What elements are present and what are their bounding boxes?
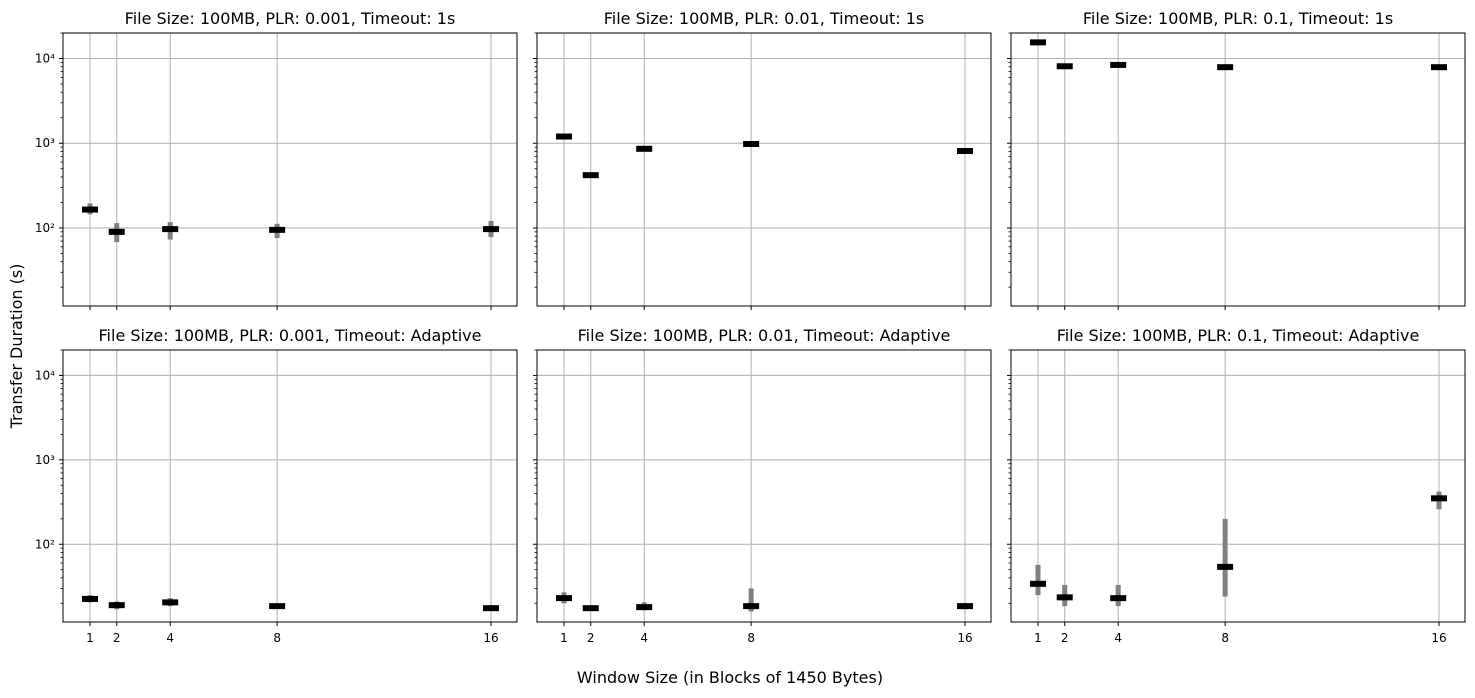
- median-marker: [582, 172, 599, 179]
- subplot-1: 10² 10³ 10⁴ File Size: 100MB, PLR: 0.001, T…: [35, 9, 518, 310]
- y-tick-label: 10³: [35, 453, 55, 467]
- median-marker: [1110, 595, 1127, 602]
- subplot-4: 10² 10³ 10⁴ 1 2 4 8 16 File Size: 100MB, PLR: 0.…: [35, 326, 518, 645]
- x-tick-label: 1: [1034, 631, 1042, 645]
- median-marker: [1030, 39, 1046, 46]
- median-marker: [82, 206, 98, 213]
- x-tick-label: 8: [1221, 631, 1229, 645]
- subplot-title: File Size: 100MB, PLR: 0.001, Timeout: 1…: [125, 9, 456, 28]
- range-bar: [1035, 564, 1041, 596]
- median-marker: [108, 228, 125, 235]
- y-tick-label: 10²: [35, 537, 55, 551]
- x-tick-label: 16: [957, 631, 972, 645]
- x-tick-label: 1: [560, 631, 568, 645]
- median-marker: [582, 605, 599, 612]
- subplot-frame: [1010, 349, 1466, 623]
- range-bar: [748, 588, 754, 612]
- subplot-title: File Size: 100MB, PLR: 0.01, Timeout: 1s: [604, 9, 924, 28]
- x-tick-label: 8: [273, 631, 281, 645]
- range-bar: [1222, 518, 1228, 597]
- y-tick-label: 10⁴: [35, 368, 55, 382]
- subplot-title: File Size: 100MB, PLR: 0.1, Timeout: 1s: [1083, 9, 1393, 28]
- x-tick-label: 4: [166, 631, 174, 645]
- median-marker: [1431, 495, 1447, 502]
- y-axis-label: Transfer Duration (s): [7, 264, 26, 430]
- median-marker: [108, 602, 125, 609]
- median-marker: [743, 140, 760, 147]
- x-axis-label: Window Size (in Blocks of 1450 Bytes): [577, 668, 883, 687]
- x-tick-label: 2: [113, 631, 121, 645]
- subplot-title: File Size: 100MB, PLR: 0.001, Timeout: A…: [99, 326, 482, 345]
- subplot-6: 1 2 4 8 16 File Size: 100MB, PLR: 0.1, Timeou…: [1007, 326, 1466, 645]
- x-tick-label: 1: [86, 631, 94, 645]
- median-marker: [1056, 594, 1073, 601]
- median-marker: [957, 603, 973, 610]
- x-tick-label: 8: [747, 631, 755, 645]
- median-marker: [483, 226, 499, 233]
- subplot-frame: [62, 349, 518, 623]
- subplot-frame: [62, 32, 518, 307]
- median-marker: [1056, 63, 1073, 70]
- panels: 10² 10³ 10⁴ File Size: 100MB, PLR: 0.001, T…: [35, 9, 1466, 645]
- x-tick-label: 16: [1431, 631, 1446, 645]
- x-tick-label: 4: [1114, 631, 1122, 645]
- median-marker: [1217, 64, 1234, 71]
- subplot-title: File Size: 100MB, PLR: 0.1, Timeout: Ada…: [1057, 326, 1420, 345]
- y-tick-label: 10³: [35, 136, 55, 150]
- median-marker: [82, 595, 98, 602]
- median-marker: [636, 145, 653, 152]
- median-marker: [556, 133, 572, 140]
- median-marker: [1217, 563, 1234, 570]
- subplot-3: File Size: 100MB, PLR: 0.1, Timeout: 1s: [1007, 9, 1466, 310]
- median-marker: [269, 226, 286, 233]
- x-tick-label: 4: [640, 631, 648, 645]
- median-marker: [162, 599, 179, 606]
- subplot-frame: [536, 32, 992, 307]
- median-marker: [1030, 580, 1046, 587]
- x-tick-label: 2: [1061, 631, 1069, 645]
- median-marker: [162, 226, 179, 233]
- median-marker: [556, 595, 572, 602]
- median-marker: [1110, 61, 1127, 68]
- x-tick-label: 16: [483, 631, 498, 645]
- subplot-2: File Size: 100MB, PLR: 0.01, Timeout: 1s: [533, 9, 992, 310]
- subplot-frame: [536, 349, 992, 623]
- x-tick-label: 2: [587, 631, 595, 645]
- y-tick-label: 10²: [35, 221, 55, 235]
- subplot-frame: [1010, 32, 1466, 307]
- median-marker: [957, 147, 973, 154]
- median-marker: [483, 605, 499, 612]
- median-marker: [743, 603, 760, 610]
- subplot-5: 1 2 4 8 16 File Size: 100MB, PLR: 0.01, Timeo…: [533, 326, 992, 645]
- median-marker: [269, 603, 286, 610]
- median-marker: [636, 604, 653, 611]
- median-marker: [1431, 64, 1447, 71]
- y-tick-label: 10⁴: [35, 52, 55, 66]
- subplot-title: File Size: 100MB, PLR: 0.01, Timeout: Ad…: [578, 326, 951, 345]
